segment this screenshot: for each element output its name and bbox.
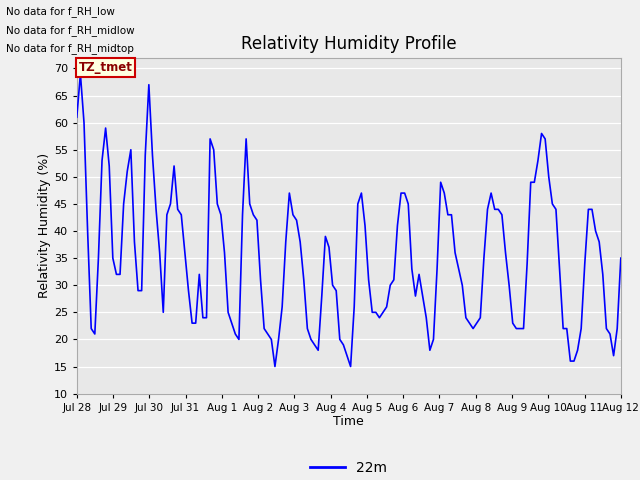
Text: No data for f_RH_midtop: No data for f_RH_midtop bbox=[6, 43, 134, 54]
Legend: 22m: 22m bbox=[305, 456, 393, 480]
Y-axis label: Relativity Humidity (%): Relativity Humidity (%) bbox=[38, 153, 51, 298]
Text: No data for f_RH_midlow: No data for f_RH_midlow bbox=[6, 24, 135, 36]
Text: No data for f_RH_low: No data for f_RH_low bbox=[6, 6, 115, 17]
X-axis label: Time: Time bbox=[333, 415, 364, 429]
Title: Relativity Humidity Profile: Relativity Humidity Profile bbox=[241, 35, 456, 53]
Text: TZ_tmet: TZ_tmet bbox=[79, 61, 132, 74]
